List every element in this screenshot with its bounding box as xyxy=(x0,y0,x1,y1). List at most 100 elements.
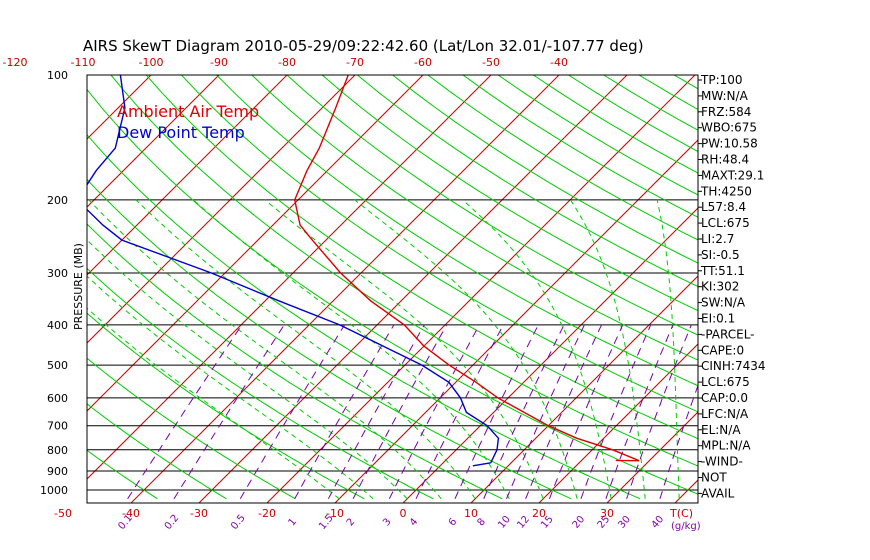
dry-adiabat xyxy=(286,75,698,336)
dry-adiabat xyxy=(87,449,158,500)
top-temp-tick-label: -50 xyxy=(482,56,500,69)
top-temp-ticks: -120 -110 -100 -90 -80 -70 -60 -50 -40 xyxy=(3,56,568,69)
index-label: LCL:675 xyxy=(701,216,750,230)
pressure-tick-label: 1000 xyxy=(40,484,68,497)
index-label: CAP:0.0 xyxy=(701,391,748,405)
dry-adiabat xyxy=(181,75,698,413)
index-label: KI:302 xyxy=(701,280,739,294)
isotherm-line xyxy=(743,75,870,503)
mixing-ratio-line xyxy=(548,324,624,499)
wind-barb xyxy=(472,462,491,467)
top-temp-tick-label: -110 xyxy=(71,56,96,69)
mixing-ratio-tick-label: 0.2 xyxy=(163,513,182,532)
moist-adiabat xyxy=(193,199,510,500)
index-label: WBO:675 xyxy=(701,121,757,135)
mixing-ratio-tick-label: 10 xyxy=(496,514,513,531)
mixing-ratio-line xyxy=(506,324,585,499)
mixing-ratio-tick-label: 0.5 xyxy=(229,513,248,532)
index-label: FRZ:584 xyxy=(701,105,751,119)
dry-adiabat xyxy=(87,403,227,500)
temp-unit-label: T(C) xyxy=(669,507,693,520)
dry-adiabat xyxy=(321,75,698,312)
dry-adiabat xyxy=(87,178,572,500)
dry-adiabat xyxy=(87,134,641,500)
top-temp-tick-label: -120 xyxy=(3,56,28,69)
index-label: L57:8.4 xyxy=(701,200,746,214)
pressure-tick-label: 500 xyxy=(47,359,68,372)
isotherm-line xyxy=(130,75,560,503)
moist-adiabat xyxy=(87,275,374,500)
top-temp-tick-label: -70 xyxy=(346,56,364,69)
mixing-ratio-tick-label: 3 xyxy=(381,516,394,528)
mixing-ratio-line xyxy=(626,324,692,499)
legend: Ambient Air Temp Dew Point Temp xyxy=(117,102,259,142)
mixing-ratio-tick-label: 8 xyxy=(476,516,489,528)
dry-adiabat xyxy=(462,75,698,218)
index-label: EL:N/A xyxy=(701,423,741,437)
mixing-ratio-tick-label: 30 xyxy=(616,514,633,531)
moist-adiabat xyxy=(135,199,476,500)
pressure-ticks: 100 200 300 400 500 600 700 800 900 1000 xyxy=(40,69,68,497)
index-label: TH:4250 xyxy=(700,184,752,198)
index-label: TT:51.1 xyxy=(700,264,745,278)
dry-adiabat xyxy=(145,75,698,440)
isotherm-line xyxy=(87,75,356,344)
mixing-ratio-line xyxy=(327,324,425,500)
moist-adiabat xyxy=(656,199,680,499)
dry-adiabat xyxy=(251,75,698,361)
mixing-ratio-line xyxy=(525,324,602,499)
dry-adiabat xyxy=(110,75,698,467)
dry-adiabat xyxy=(392,75,698,264)
moist-adiabat xyxy=(87,239,408,500)
index-label: SI:-0.5 xyxy=(701,248,740,262)
mixing-ratio-tick-label: 12 xyxy=(515,514,532,531)
pressure-tick-label: 100 xyxy=(47,69,68,82)
index-label: MAXT:29.1 xyxy=(701,168,764,182)
mixing-ratio-line xyxy=(415,324,504,500)
bottom-temp-tick-label: -50 xyxy=(54,507,72,520)
isotherm-line xyxy=(198,75,628,503)
bottom-temp-tick-label: -30 xyxy=(190,507,208,520)
isotherm-line xyxy=(470,275,698,503)
dry-adiabat xyxy=(87,357,296,500)
index-label: PW:10.58 xyxy=(701,137,758,151)
moist-adiabat xyxy=(88,199,442,500)
isotherm-line xyxy=(538,343,698,503)
chart-title: AIRS SkewT Diagram 2010-05-29/09:22:42.6… xyxy=(83,37,644,55)
top-temp-tick-label: -100 xyxy=(139,56,164,69)
top-temp-tick-label: -80 xyxy=(278,56,296,69)
index-label: EI:0.1 xyxy=(701,312,735,326)
mixing-ratio-line xyxy=(483,324,565,499)
moist-adiabat xyxy=(570,199,646,499)
moist-adiabat xyxy=(462,199,612,499)
mixing-ratio-line xyxy=(239,324,346,500)
mixing-ratio-tick-label: 20 xyxy=(571,514,588,531)
index-label: LFC:N/A xyxy=(701,407,749,421)
index-label: RH:48.4 xyxy=(701,153,749,167)
sounding-curves xyxy=(87,75,640,467)
pressure-tick-label: 200 xyxy=(47,194,68,207)
isotherm-line xyxy=(266,75,696,503)
bottom-temp-tick-label: 10 xyxy=(464,507,478,520)
isotherm-line xyxy=(402,207,698,503)
bottom-temp-tick-label: 30 xyxy=(600,507,614,520)
mixing-ratio-tick-label: 6 xyxy=(447,516,460,528)
index-label: AVAIL xyxy=(701,486,735,500)
pressure-tick-label: 400 xyxy=(47,319,68,332)
isotherm-line xyxy=(0,75,83,503)
dry-adiabat xyxy=(87,88,698,495)
legend-entry: Ambient Air Temp xyxy=(117,102,259,121)
mixing-ratio-line xyxy=(173,324,285,500)
mixing-ratio-line xyxy=(605,324,674,499)
y-axis-label: PRESSURE (MB) xyxy=(72,243,85,330)
index-label: MW:N/A xyxy=(701,89,749,103)
dry-adiabat xyxy=(497,75,698,196)
index-label: -PARCEL- xyxy=(701,327,755,341)
pressure-tick-label: 900 xyxy=(47,465,68,478)
mixing-ratio-line xyxy=(127,324,243,500)
index-label: CAPE:0 xyxy=(701,343,744,357)
index-label: NOT xyxy=(701,471,727,485)
top-temp-tick-label: -90 xyxy=(210,56,228,69)
dry-adiabat xyxy=(87,223,503,500)
